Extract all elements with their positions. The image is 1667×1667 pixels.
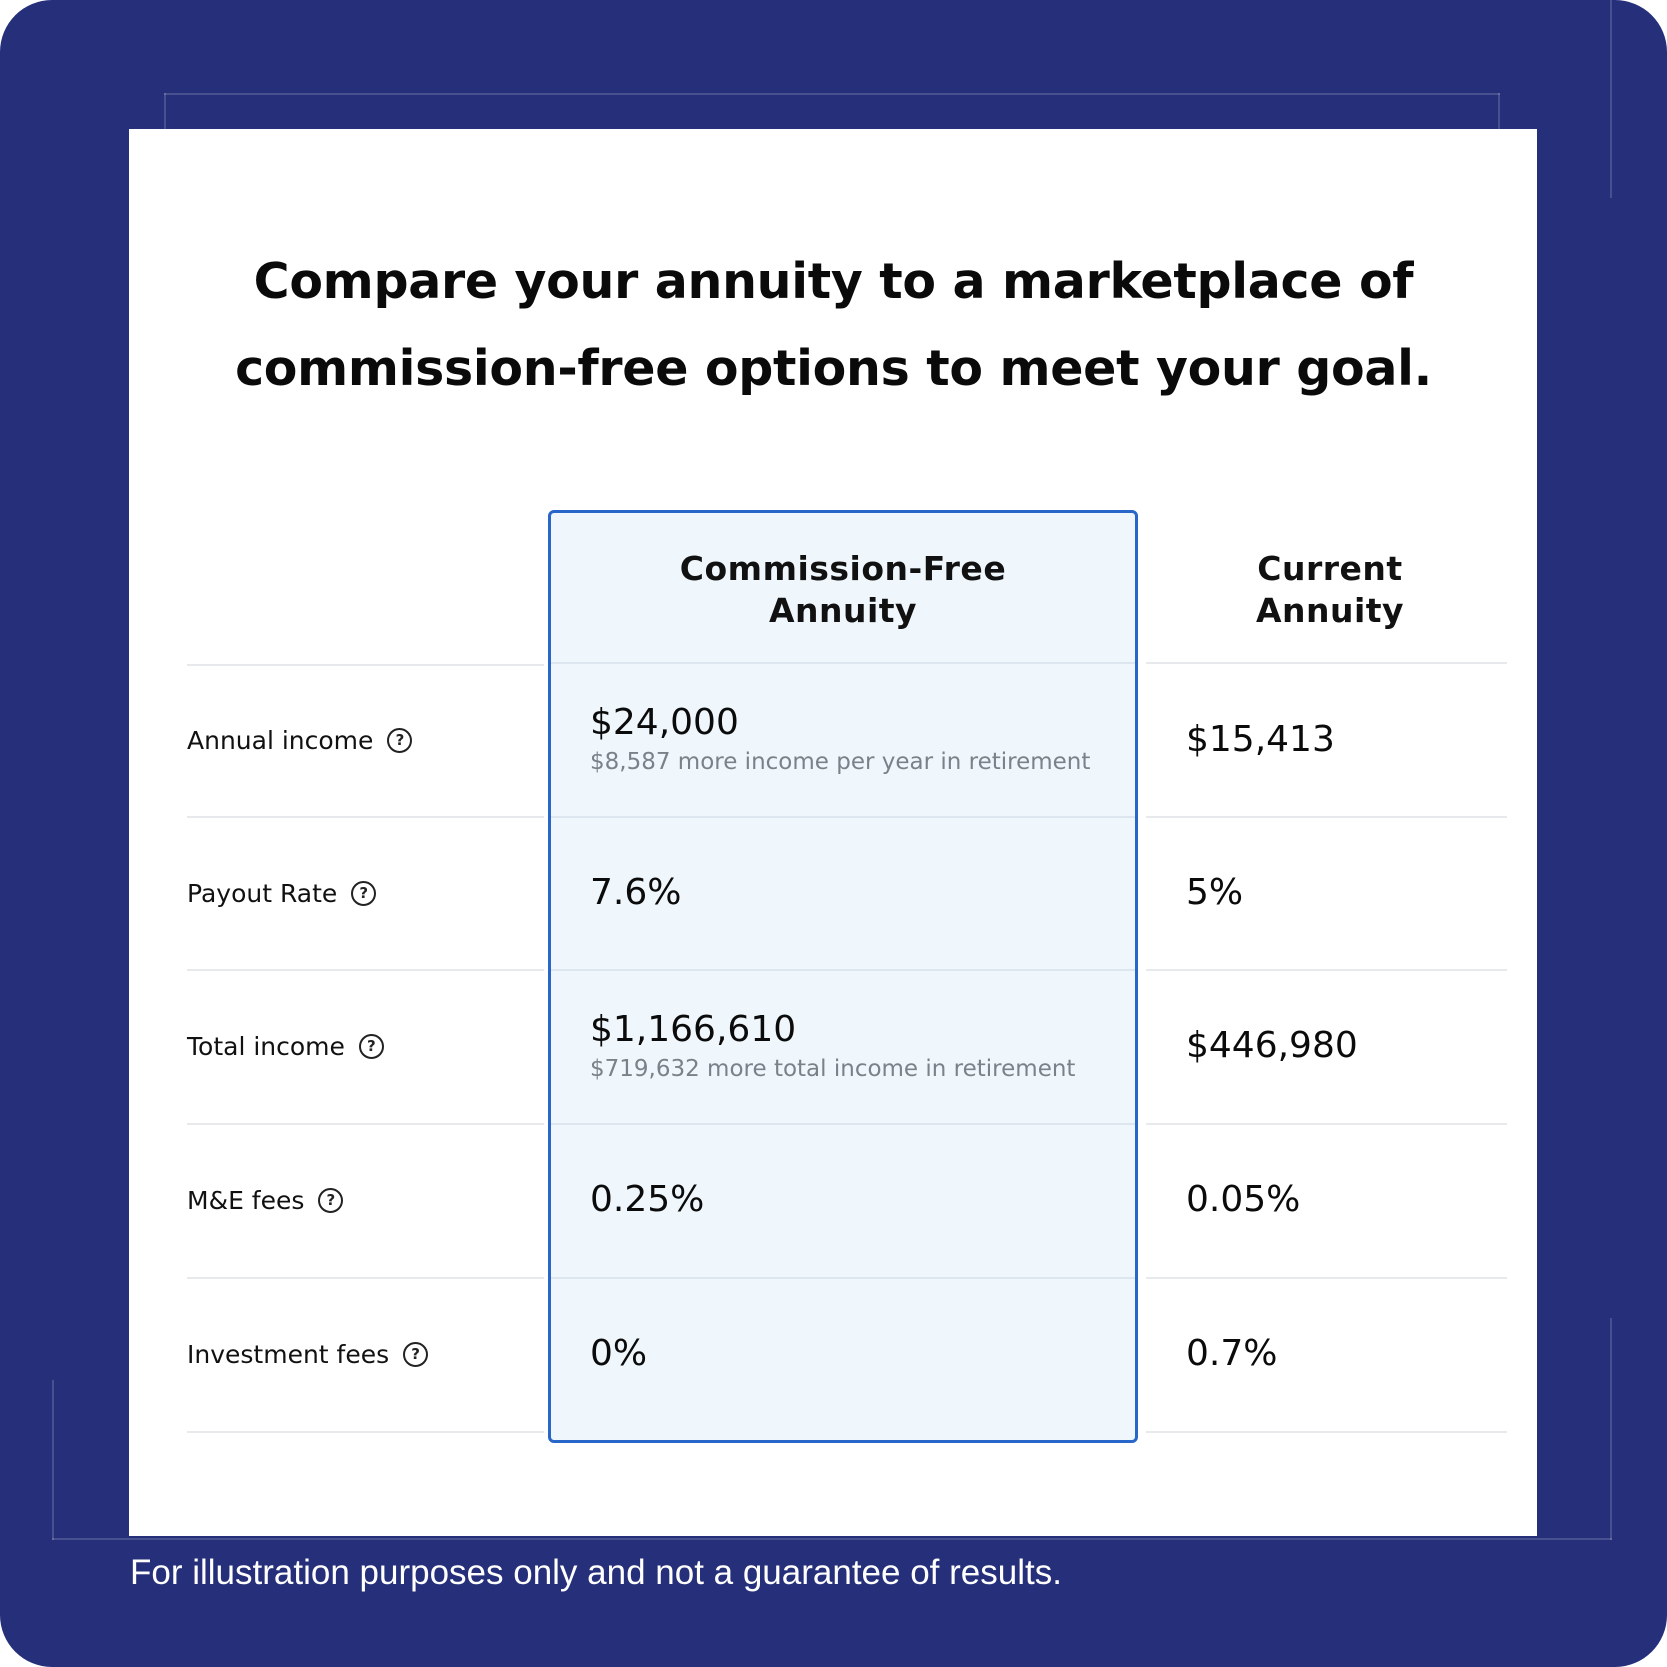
commission-free-annual-income-note: $8,587 more income per year in retiremen…	[590, 749, 1091, 775]
current-total-income: $446,980	[1186, 1025, 1358, 1066]
commission-free-annual-income: $24,000	[590, 702, 739, 743]
decorative-line	[1498, 93, 1500, 129]
row-divider	[187, 969, 544, 971]
row-divider	[551, 1123, 1135, 1125]
commission-free-total-income: $1,166,610	[590, 1009, 797, 1050]
row-label-total-income: Total income ?	[187, 1026, 384, 1066]
commission-free-payout-rate: 7.6%	[590, 872, 682, 913]
row-divider	[1146, 1123, 1507, 1125]
row-label-payout-rate: Payout Rate ?	[187, 873, 377, 913]
row-divider	[1146, 816, 1507, 818]
current-annual-income: $15,413	[1186, 719, 1335, 760]
row-divider	[187, 816, 544, 818]
row-divider	[1146, 662, 1507, 664]
headline-line-2: commission-free options to meet your goa…	[235, 340, 1432, 397]
row-divider	[187, 1123, 544, 1125]
column-header-current: Current Annuity	[1255, 549, 1405, 630]
current-me-fees: 0.05%	[1186, 1179, 1301, 1220]
row-divider	[1146, 1431, 1507, 1433]
commission-free-me-fees: 0.25%	[590, 1179, 705, 1220]
decorative-line	[52, 1538, 1612, 1540]
commission-free-investment-fees: 0%	[590, 1333, 648, 1374]
current-payout-rate: 5%	[1186, 872, 1244, 913]
row-divider	[551, 662, 1135, 664]
row-label-me-fees: M&E fees ?	[187, 1180, 344, 1220]
headline-line-1: Compare your annuity to a marketplace of	[253, 253, 1414, 310]
row-label-investment-fees: Investment fees ?	[187, 1334, 429, 1374]
row-divider	[551, 1277, 1135, 1279]
decorative-line	[52, 1380, 54, 1540]
row-label-annual-income: Annual income ?	[187, 720, 413, 760]
row-divider	[187, 1431, 544, 1433]
decorative-line	[1610, 0, 1612, 198]
help-icon[interactable]: ?	[351, 880, 377, 906]
column-header-commission-free: Commission-Free Annuity	[679, 549, 1007, 630]
row-divider	[1146, 1277, 1507, 1279]
headline: Compare your annuity to a marketplace of…	[0, 238, 1667, 412]
decorative-line	[164, 93, 166, 129]
disclaimer: For illustration purposes only and not a…	[130, 1553, 1062, 1592]
row-divider	[551, 816, 1135, 818]
commission-free-total-income-note: $719,632 more total income in retirement	[590, 1056, 1076, 1082]
help-icon[interactable]: ?	[387, 727, 413, 753]
help-icon[interactable]: ?	[318, 1187, 344, 1213]
help-icon[interactable]: ?	[403, 1341, 429, 1367]
decorative-line	[164, 93, 1500, 95]
current-investment-fees: 0.7%	[1186, 1333, 1278, 1374]
row-divider	[187, 664, 544, 666]
row-divider	[551, 969, 1135, 971]
decorative-line	[1610, 1318, 1612, 1540]
row-divider	[1146, 969, 1507, 971]
help-icon[interactable]: ?	[358, 1033, 384, 1059]
row-divider	[187, 1277, 544, 1279]
commission-free-column-highlight	[548, 510, 1138, 1443]
